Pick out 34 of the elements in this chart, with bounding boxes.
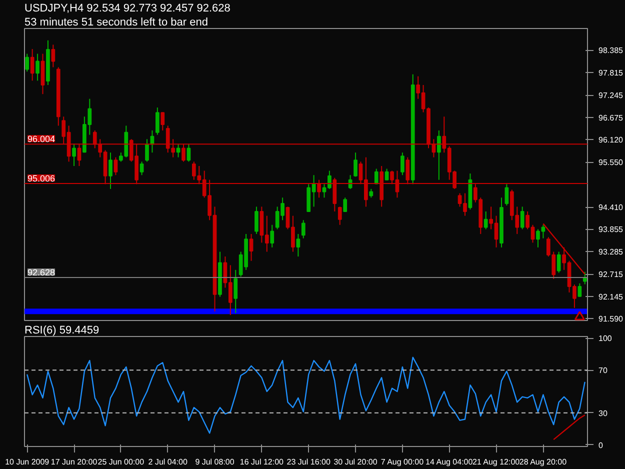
ref-line-label: 92.628 [28, 268, 56, 278]
x-tick-label: 16 Jul 12:00 [240, 458, 284, 466]
y-tick-label: 97.815 [598, 68, 624, 78]
x-tick-label: 30 Jul 20:00 [334, 458, 378, 466]
y-tick-label: 96.120 [598, 136, 624, 145]
y-tick-label: 70 [598, 366, 608, 376]
chart-subtitle: 53 minutes 51 seconds left to bar end [24, 16, 208, 28]
chart-title: USDJPY,H4 92.534 92.773 92.457 92.628 [24, 2, 230, 14]
y-tick-label: 93.285 [598, 248, 624, 257]
x-tick-label: 10 Jun 2009 [5, 458, 50, 466]
y-tick-label: 0 [598, 440, 604, 450]
y-tick-label: 92.715 [598, 270, 624, 280]
y-tick-label: 91.590 [598, 314, 624, 324]
y-tick-label: 96.675 [598, 114, 624, 123]
x-tick-label: 25 Jun 00:00 [98, 458, 145, 466]
y-tick-label: 95.550 [598, 158, 624, 168]
x-tick-label: 2 Jul 04:00 [148, 458, 188, 466]
chart-title: RSI(6) 59.4459 [24, 324, 100, 336]
y-tick-label: 98.385 [598, 46, 624, 56]
y-tick-label: 100 [598, 334, 612, 344]
x-tick-label: 9 Jul 08:00 [195, 458, 235, 466]
y-tick-label: 94.410 [598, 203, 624, 212]
y-tick-label: 30 [598, 408, 608, 418]
y-tick-label: 92.145 [598, 292, 624, 302]
x-tick-label: 7 Aug 00:00 [380, 458, 424, 466]
x-tick-label: 14 Aug 04:00 [426, 458, 474, 466]
x-tick-label: 28 Aug 20:00 [519, 458, 568, 466]
y-tick-label: 93.855 [598, 225, 624, 234]
x-tick-label: 23 Jul 16:00 [286, 458, 331, 466]
x-tick-label: 21 Aug 12:00 [472, 458, 520, 466]
ref-line-label: 96.004 [28, 134, 56, 144]
x-tick-label: 17 Jun 20:00 [50, 458, 98, 466]
ref-line-label: 95.006 [28, 174, 56, 184]
y-tick-label: 97.245 [598, 91, 624, 100]
